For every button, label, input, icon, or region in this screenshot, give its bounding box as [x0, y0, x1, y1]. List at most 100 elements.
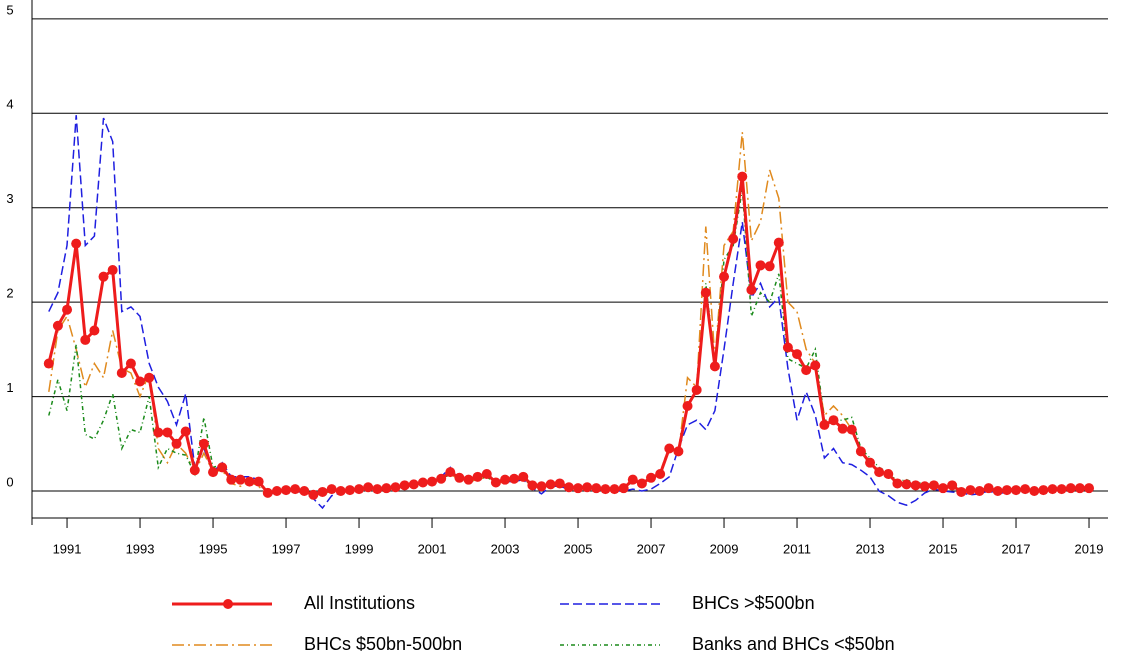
point [928, 480, 939, 491]
point [417, 477, 428, 488]
point [281, 485, 292, 496]
point [262, 487, 273, 498]
point [682, 401, 693, 412]
x-tick-label: 2013 [856, 541, 885, 556]
x-tick-label: 2007 [637, 541, 666, 556]
y-tick-label: 1 [6, 380, 13, 395]
point [509, 473, 520, 484]
x-tick-label: 2009 [710, 541, 739, 556]
legend-label: Banks and BHCs <$50bn [692, 634, 895, 654]
point [180, 426, 191, 437]
point [828, 415, 839, 426]
point [782, 342, 793, 353]
point [162, 427, 173, 438]
point [527, 480, 538, 491]
point [490, 477, 501, 488]
point [125, 358, 136, 369]
point [901, 479, 912, 490]
point [71, 238, 82, 249]
point [673, 446, 684, 457]
point [317, 486, 328, 497]
point [271, 486, 282, 497]
legend-marker [223, 599, 233, 609]
point [62, 304, 73, 315]
point [938, 483, 949, 494]
point [427, 476, 438, 487]
x-tick-label: 1991 [53, 541, 82, 556]
point [363, 482, 374, 493]
point [89, 325, 100, 336]
x-tick-label: 1997 [272, 541, 301, 556]
point [728, 233, 739, 244]
x-tick-label: 1993 [126, 541, 155, 556]
point [582, 482, 593, 493]
point [865, 457, 876, 468]
point [709, 361, 720, 372]
point [664, 443, 675, 454]
point [144, 372, 155, 383]
point [1074, 483, 1085, 494]
point [1038, 485, 1049, 496]
point [910, 480, 921, 491]
point [481, 469, 492, 480]
point [846, 424, 857, 435]
y-tick-label: 4 [6, 97, 13, 112]
point [290, 484, 301, 495]
point [1001, 485, 1012, 496]
point [591, 483, 602, 494]
point [372, 484, 383, 495]
legend-label: BHCs $50bn-500bn [304, 634, 462, 654]
point [189, 465, 200, 476]
point [226, 474, 237, 485]
point [107, 265, 118, 276]
legend-label: BHCs >$500bn [692, 593, 815, 613]
point [810, 360, 821, 371]
point [755, 260, 766, 271]
point [618, 483, 629, 494]
x-tick-label: 1999 [345, 541, 374, 556]
point [773, 237, 784, 248]
point [445, 467, 456, 478]
point [855, 446, 866, 457]
y-tick-label: 2 [6, 286, 13, 301]
point [956, 486, 967, 497]
y-tick-label: 3 [6, 191, 13, 206]
point [819, 419, 830, 430]
point [235, 474, 246, 485]
point [354, 484, 365, 495]
point [390, 482, 401, 493]
point [98, 271, 109, 282]
point [646, 472, 657, 483]
point [573, 483, 584, 494]
point [746, 284, 757, 295]
point [52, 320, 63, 331]
point [1056, 484, 1067, 495]
point [198, 438, 209, 449]
point [1011, 485, 1022, 496]
point [344, 485, 355, 496]
x-tick-label: 2017 [1002, 541, 1031, 556]
point [636, 478, 647, 489]
point [965, 485, 976, 496]
point [299, 486, 310, 497]
point [1047, 484, 1058, 495]
x-tick-label: 2015 [929, 541, 958, 556]
point [518, 471, 529, 482]
point [974, 486, 985, 497]
point [171, 438, 182, 449]
point [381, 483, 392, 494]
point [627, 474, 638, 485]
point [563, 482, 574, 493]
point [554, 478, 565, 489]
point [947, 480, 958, 491]
y-tick-label: 5 [6, 2, 13, 17]
point [208, 467, 219, 478]
point [919, 481, 930, 492]
point [399, 480, 410, 491]
point [436, 473, 447, 484]
point [609, 484, 620, 495]
point [700, 287, 711, 298]
point [764, 261, 775, 272]
point [116, 367, 127, 378]
